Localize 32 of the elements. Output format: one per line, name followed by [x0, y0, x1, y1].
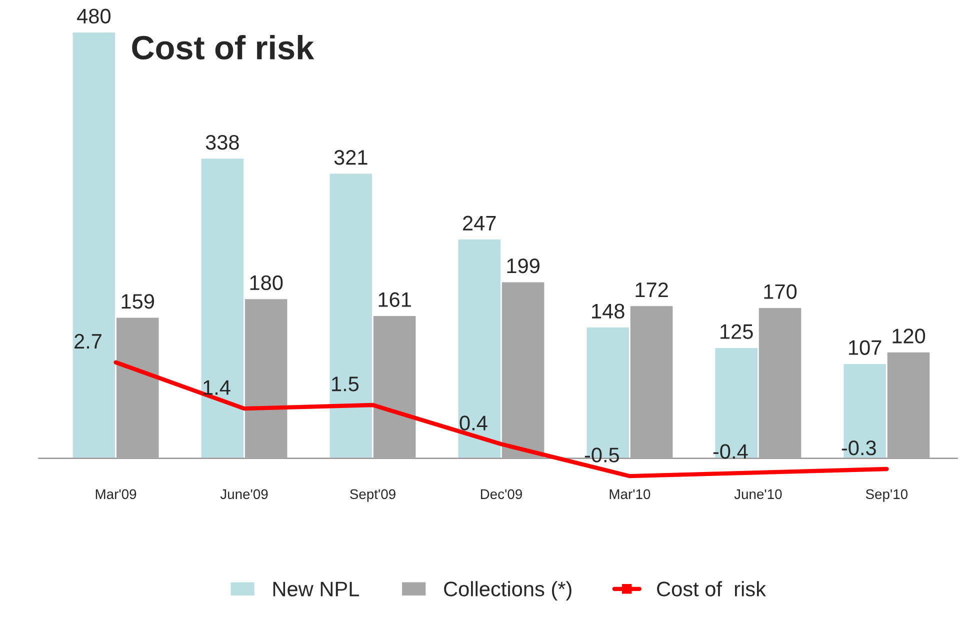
legend-label: Cost of risk: [657, 581, 766, 596]
x-tick-label: Mar'09: [96, 489, 136, 500]
data-label: 338: [206, 134, 239, 150]
data-label: 480: [77, 8, 110, 24]
legend-label: Collections (*): [444, 581, 572, 600]
x-tick-label: Sept'09: [350, 489, 396, 502]
data-label: 0.4: [460, 416, 488, 430]
x-tick-label: Dec'09: [480, 489, 522, 500]
x-tick-label: June'10: [734, 489, 782, 500]
data-label: 159: [122, 294, 154, 309]
data-label: 1.4: [204, 380, 230, 395]
data-label: 1.5: [332, 376, 359, 392]
legend-label: New NPL: [273, 582, 359, 596]
data-label: 2.7: [74, 334, 102, 348]
data-label: -0.5: [584, 448, 619, 462]
data-label: 120: [892, 328, 926, 344]
chart-title: Cost of risk: [132, 35, 314, 60]
data-label: 199: [507, 258, 540, 274]
x-tick-label: June'09: [220, 489, 268, 500]
data-label: 321: [334, 150, 368, 165]
data-label: -0.3: [842, 440, 876, 456]
data-label: 247: [463, 216, 496, 230]
data-label: 107: [849, 340, 882, 355]
x-tick-label: Mar'10: [610, 489, 650, 500]
data-label: -0.4: [713, 444, 748, 459]
data-label: 170: [764, 284, 797, 299]
data-label: 148: [592, 304, 624, 319]
data-label: 161: [378, 292, 411, 307]
data-label: 172: [636, 282, 668, 297]
data-label: 180: [250, 275, 283, 290]
x-tick-label: Sep'10: [866, 489, 908, 502]
data-label: 125: [720, 324, 753, 339]
